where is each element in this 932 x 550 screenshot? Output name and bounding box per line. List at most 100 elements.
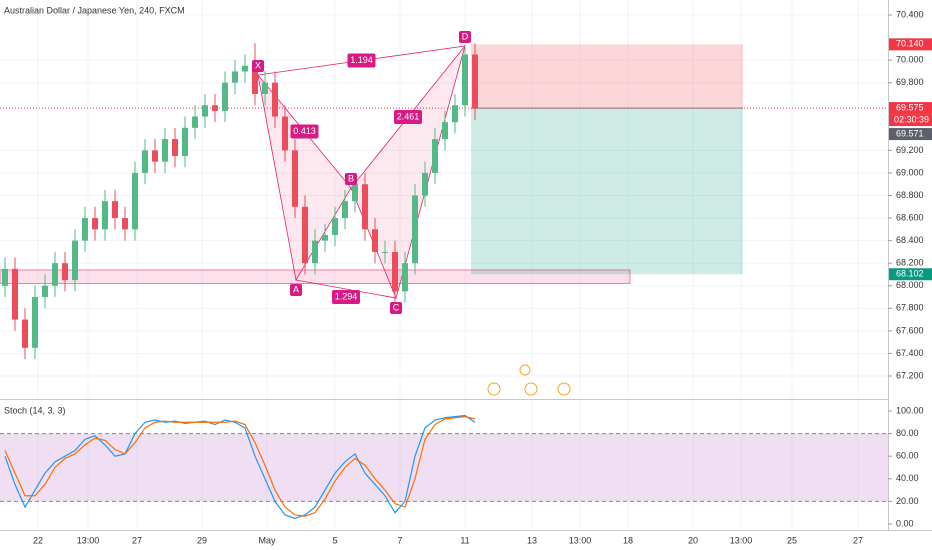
- candle-body: [402, 263, 408, 292]
- price-badge: [889, 128, 932, 141]
- candle-body: [12, 268, 18, 320]
- candle-body: [32, 297, 38, 348]
- y-tick-label: 70.000: [896, 55, 924, 65]
- y-tick-label: 67.600: [896, 325, 924, 335]
- candle-body: [102, 201, 108, 230]
- candle-body: [52, 263, 58, 286]
- y-tick-label: 68.600: [896, 212, 924, 222]
- x-tick-label: 5: [332, 535, 337, 545]
- pattern-point-marker: [252, 60, 264, 73]
- price-badge-label: 69.571: [896, 128, 924, 138]
- candle-body: [312, 240, 318, 264]
- candle-body: [172, 139, 178, 157]
- candle-body: [422, 172, 428, 196]
- x-tick-label: 18: [623, 535, 633, 545]
- candle-body: [192, 116, 198, 128]
- y-tick-label: 67.400: [896, 348, 924, 358]
- stoch-line: [4, 414, 476, 519]
- x-tick-label: 27: [132, 535, 142, 545]
- candle-body: [152, 150, 158, 162]
- ratio-label: 1.194: [350, 55, 373, 65]
- ratio-label: 1.294: [335, 291, 358, 301]
- event-icons: [487, 364, 571, 396]
- countdown-badge: [889, 114, 932, 127]
- x-tick-label: 22: [33, 535, 43, 545]
- pattern-point-label: A: [293, 284, 299, 294]
- candle-body: [92, 218, 98, 230]
- x-tick-label: 13:00: [730, 535, 753, 545]
- event-icon: [524, 382, 538, 396]
- x-tick-label: 7: [397, 535, 402, 545]
- pattern-point-label: D: [462, 31, 469, 41]
- pattern-point-marker: [390, 302, 402, 315]
- price-badge: [889, 268, 932, 281]
- x-tick-label: May: [258, 535, 276, 545]
- y-tick-label: 69.800: [896, 77, 924, 87]
- event-icon: [519, 364, 531, 376]
- y-tick-label: 67.200: [896, 370, 924, 380]
- y-tick-label: 80.00: [896, 428, 919, 438]
- event-icon: [557, 382, 571, 396]
- candle-body: [112, 201, 118, 219]
- y-tick-label: 68.800: [896, 190, 924, 200]
- ratio-box: [332, 290, 360, 305]
- pattern-point-label: B: [348, 173, 354, 183]
- y-tick-label: 0.00: [896, 518, 914, 528]
- candle-body: [472, 54, 478, 109]
- candle-body: [142, 150, 148, 173]
- x-tick-label: 13:00: [569, 535, 592, 545]
- candle-body: [262, 82, 268, 94]
- price-badge-label: 70.140: [896, 39, 924, 49]
- candle-body: [452, 105, 458, 123]
- target-area: [471, 108, 743, 275]
- chart-title: Australian Dollar / Japanese Yen, 240, F…: [4, 5, 185, 15]
- price-badge-label: 69.575: [896, 102, 924, 112]
- price-badge: [889, 38, 932, 51]
- candle-body: [462, 54, 468, 106]
- candle-body: [132, 172, 138, 230]
- price-badge: [889, 102, 932, 115]
- pattern-point-label: X: [255, 60, 261, 70]
- x-tick-label: 13: [527, 535, 537, 545]
- candle-body: [362, 184, 368, 230]
- candle-body: [252, 65, 258, 94]
- candle-body: [412, 195, 418, 264]
- candle-body: [392, 251, 398, 292]
- y-tick-label: 100.00: [896, 405, 924, 415]
- x-tick-label: 13:00: [77, 535, 100, 545]
- countdown-label: 02:30:39: [894, 114, 929, 124]
- ratio-box: [347, 53, 376, 68]
- y-tick-label: 40.00: [896, 473, 919, 483]
- pattern-point-marker: [459, 31, 471, 44]
- candle-body: [282, 116, 288, 151]
- candle-body: [42, 285, 48, 298]
- candle-body: [182, 127, 188, 157]
- candle-body: [82, 218, 88, 241]
- candle-body: [212, 105, 218, 111]
- candle-body: [322, 234, 328, 241]
- candle-body: [2, 268, 8, 286]
- y-tick-label: 67.800: [896, 303, 924, 313]
- candle-body: [332, 218, 338, 235]
- candle-body: [122, 218, 128, 230]
- candle-body: [62, 263, 68, 281]
- candle-body: [342, 201, 348, 219]
- candle-body: [162, 139, 168, 162]
- candle-body: [302, 206, 308, 264]
- ratio-box: [394, 110, 422, 125]
- candle-body: [372, 229, 378, 252]
- x-tick-label: 25: [787, 535, 797, 545]
- candle-body: [222, 82, 228, 111]
- indicator-title: Stoch (14, 3, 3): [4, 405, 66, 415]
- candle-body: [382, 251, 388, 253]
- y-tick-label: 20.00: [896, 496, 919, 506]
- candle-body: [202, 105, 208, 117]
- ratio-label: 2.461: [397, 111, 420, 121]
- pattern-point-label: C: [393, 302, 400, 312]
- x-tick-label: 20: [688, 535, 698, 545]
- pattern-leg: [295, 279, 397, 299]
- pattern-point-marker: [290, 283, 302, 296]
- x-tick-label: 11: [460, 535, 469, 545]
- candle-body: [432, 139, 438, 173]
